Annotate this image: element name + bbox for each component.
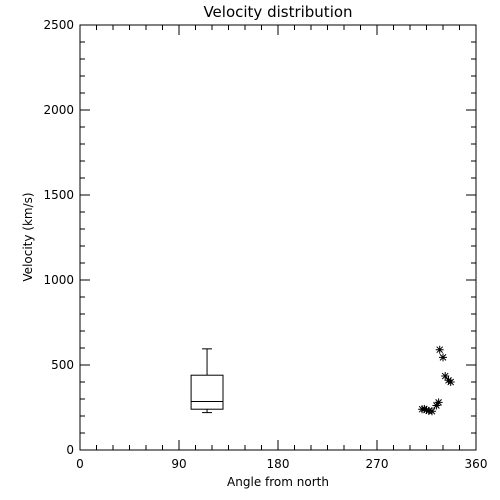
box-iqr <box>190 374 224 410</box>
x-tick-label: 180 <box>267 457 290 471</box>
data-point <box>420 404 429 413</box>
tick-labels: 0 90 180 270 360 0 500 1000 1500 2000 2500 <box>43 18 487 471</box>
x-tick-label: 90 <box>171 457 186 471</box>
data-point <box>432 401 441 410</box>
velocity-boxplot <box>190 348 224 414</box>
y-tick-label: 2500 <box>43 18 74 32</box>
x-tick-label: 270 <box>366 457 389 471</box>
y-axis-label: Velocity (km/s) <box>21 192 35 281</box>
plot-frame <box>79 24 477 451</box>
data-point <box>428 407 436 416</box>
x-tick-label: 360 <box>465 457 488 471</box>
data-point <box>422 406 431 415</box>
y-tick-label: 2000 <box>43 103 74 117</box>
axis-ticks <box>79 24 477 451</box>
data-points <box>418 345 455 416</box>
data-point <box>434 398 443 407</box>
data-point <box>435 345 444 354</box>
y-tick-label: 500 <box>51 358 74 372</box>
y-tick-label: 0 <box>66 443 74 457</box>
data-point <box>441 372 450 381</box>
chart-title: Velocity distribution <box>203 3 352 21</box>
data-point <box>439 353 447 362</box>
y-tick-label: 1500 <box>43 188 74 202</box>
x-axis-label: Angle from north <box>227 475 329 489</box>
x-tick-label: 0 <box>76 457 84 471</box>
y-tick-label: 1000 <box>43 273 74 287</box>
data-point <box>446 378 455 386</box>
